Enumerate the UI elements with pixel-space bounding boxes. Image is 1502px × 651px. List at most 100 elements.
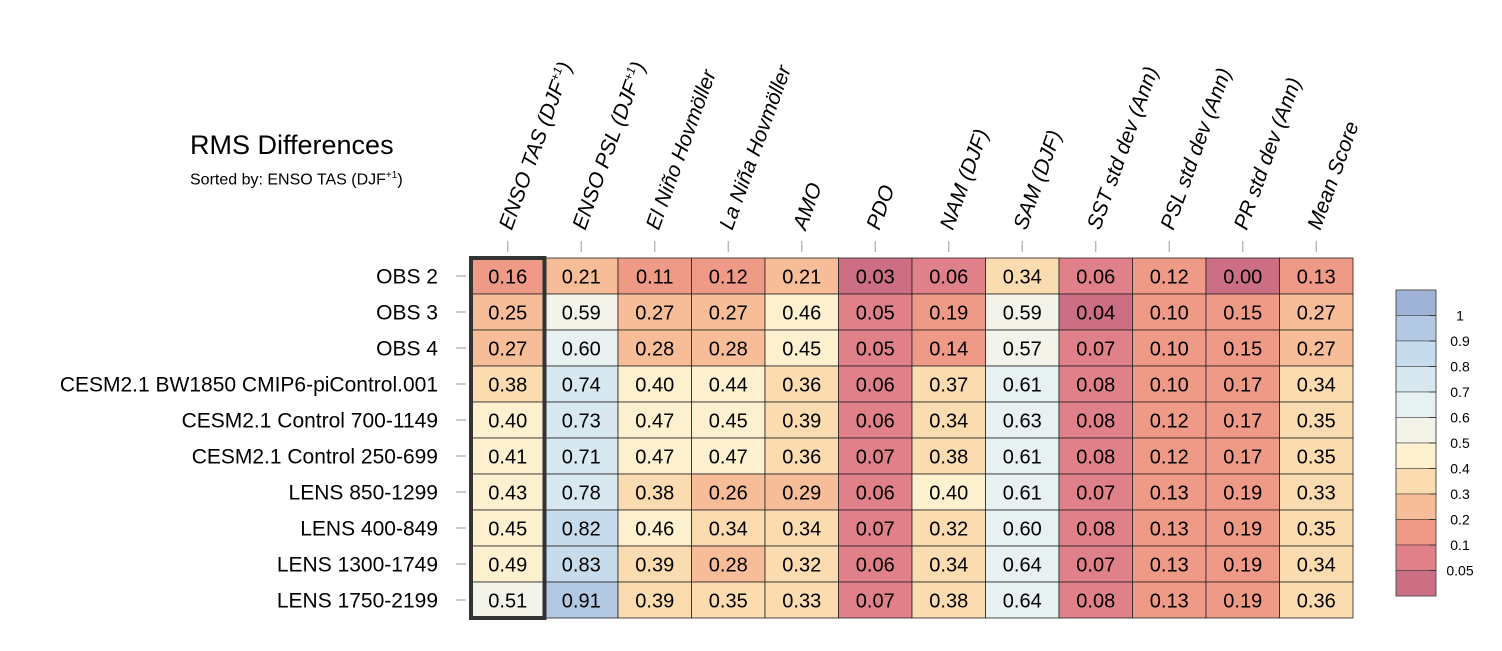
colorbar-swatch bbox=[1395, 315, 1437, 342]
cell-value-label: 0.06 bbox=[856, 411, 895, 433]
cell-value-label: 0.08 bbox=[1076, 375, 1115, 397]
heatmap-cell bbox=[911, 581, 986, 619]
heatmap-cell bbox=[617, 401, 692, 439]
cell-value-label: 0.10 bbox=[1150, 303, 1189, 325]
heatmap-cell bbox=[764, 293, 839, 331]
cell-value-label: 0.12 bbox=[709, 267, 748, 289]
colorbar-label: 0.4 bbox=[1450, 461, 1470, 477]
heatmap-cell bbox=[1279, 257, 1354, 295]
heatmap-cell bbox=[544, 401, 619, 439]
heatmap-cell bbox=[838, 437, 913, 475]
heatmap-cell bbox=[911, 401, 986, 439]
row-label: CESM2.1 Control 250-699 bbox=[192, 446, 438, 469]
cell-value-label: 0.06 bbox=[856, 483, 895, 505]
cell-value-label: 0.36 bbox=[782, 375, 821, 397]
colorbar-label: 0.05 bbox=[1446, 563, 1473, 579]
cell-value-label: 0.46 bbox=[635, 519, 674, 541]
column-label: SST std dev (Ann) bbox=[1083, 64, 1163, 233]
heatmap-cell bbox=[1205, 329, 1280, 367]
colorbar-swatch bbox=[1395, 519, 1437, 546]
colorbar-swatch bbox=[1395, 391, 1437, 418]
heatmap-cell bbox=[1058, 509, 1133, 547]
column-label-text: PSL std dev (Ann) bbox=[1156, 65, 1236, 233]
cell-value-label: 0.08 bbox=[1076, 591, 1115, 613]
cell-value-label: 0.51 bbox=[488, 591, 527, 613]
cell-value-label: 0.43 bbox=[488, 483, 527, 505]
cell-value-label: 0.03 bbox=[856, 267, 895, 289]
cell-value-label: 0.07 bbox=[1076, 339, 1115, 361]
subtitle-text: Sorted by: ENSO TAS (DJF bbox=[190, 171, 386, 189]
cell-value-label: 0.10 bbox=[1150, 375, 1189, 397]
cell-value-label: 0.35 bbox=[1297, 519, 1336, 541]
heatmap-cell bbox=[838, 581, 913, 619]
heatmap-cell bbox=[1279, 293, 1354, 331]
row-label: LENS 1750-2199 bbox=[277, 590, 438, 613]
colorbar-swatch bbox=[1395, 340, 1437, 367]
cell-value-label: 0.57 bbox=[1003, 339, 1042, 361]
colorbar-swatch bbox=[1395, 493, 1437, 520]
column-label-text: ENSO PSL (DJF bbox=[568, 77, 643, 233]
row-label: LENS 400-849 bbox=[300, 518, 438, 541]
cell-value-label: 0.60 bbox=[562, 339, 601, 361]
column-label-text: Mean Score bbox=[1303, 118, 1363, 232]
cell-value-label: 0.08 bbox=[1076, 519, 1115, 541]
heatmap-cell bbox=[1205, 401, 1280, 439]
cell-value-label: 0.29 bbox=[782, 483, 821, 505]
cell-value-label: 0.12 bbox=[1150, 411, 1189, 433]
colorbar-label: 0.8 bbox=[1450, 359, 1470, 375]
cell-value-label: 0.38 bbox=[929, 591, 968, 613]
cell-value-label: 0.15 bbox=[1223, 339, 1262, 361]
cell-value-label: 0.28 bbox=[709, 555, 748, 577]
column-label-superscript: +1 bbox=[621, 65, 639, 83]
cell-value-label: 0.47 bbox=[635, 447, 674, 469]
cell-value-label: 0.59 bbox=[562, 303, 601, 325]
cell-value-label: 0.06 bbox=[856, 555, 895, 577]
row-label: LENS 1300-1749 bbox=[277, 554, 438, 577]
cell-value-label: 0.13 bbox=[1297, 267, 1336, 289]
column-label-text: PR std dev (Ann) bbox=[1230, 75, 1306, 233]
cell-value-label: 0.08 bbox=[1076, 447, 1115, 469]
cell-value-label: 0.36 bbox=[1297, 591, 1336, 613]
cell-value-label: 0.49 bbox=[488, 555, 527, 577]
cell-value-label: 0.21 bbox=[782, 267, 821, 289]
heatmap-cell bbox=[985, 257, 1060, 295]
heatmap-cell bbox=[1132, 401, 1207, 439]
cell-value-label: 0.19 bbox=[929, 303, 968, 325]
colorbar-swatch bbox=[1395, 570, 1437, 597]
cell-value-label: 0.26 bbox=[709, 483, 748, 505]
cell-value-label: 0.34 bbox=[709, 519, 748, 541]
heatmap-cell bbox=[691, 329, 766, 367]
colorbar-swatch bbox=[1395, 289, 1437, 316]
cell-value-label: 0.13 bbox=[1150, 591, 1189, 613]
column-label-text: NAM (DJF) bbox=[936, 126, 994, 233]
cell-value-label: 0.14 bbox=[929, 339, 968, 361]
heatmap-cell bbox=[617, 473, 692, 511]
heatmap-cell bbox=[691, 437, 766, 475]
colorbar-label: 0.2 bbox=[1450, 512, 1470, 528]
heatmap-cell bbox=[544, 581, 619, 619]
colorbar-label: 0.5 bbox=[1450, 435, 1470, 451]
cell-value-label: 0.39 bbox=[635, 591, 674, 613]
colorbar-label: 1 bbox=[1456, 308, 1464, 324]
cell-value-label: 0.19 bbox=[1223, 519, 1262, 541]
cell-value-label: 0.13 bbox=[1150, 519, 1189, 541]
heatmap-cell bbox=[1132, 509, 1207, 547]
column-label-text: SST std dev (Ann) bbox=[1083, 64, 1163, 233]
subtitle-superscript: +1 bbox=[385, 170, 398, 181]
cell-value-label: 0.64 bbox=[1003, 555, 1042, 577]
cell-value-label: 0.71 bbox=[562, 447, 601, 469]
cell-value-label: 0.41 bbox=[488, 447, 527, 469]
heatmap-cell bbox=[1058, 401, 1133, 439]
cell-value-label: 0.34 bbox=[929, 411, 968, 433]
heatmap-cell bbox=[764, 329, 839, 367]
heatmap-cell bbox=[544, 329, 619, 367]
cell-value-label: 0.47 bbox=[709, 447, 748, 469]
heatmap-cell bbox=[1279, 545, 1354, 583]
cell-value-label: 0.61 bbox=[1003, 447, 1042, 469]
heatmap-cell bbox=[838, 401, 913, 439]
heatmap-cell bbox=[1058, 545, 1133, 583]
heatmap-cell bbox=[691, 401, 766, 439]
row-label: CESM2.1 Control 700-1149 bbox=[182, 410, 438, 433]
colorbar: 1 0.9 0.8 0.7 0.6 0.5 0.4 0.3 0.2 0.1 0.05 bbox=[1395, 289, 1474, 597]
